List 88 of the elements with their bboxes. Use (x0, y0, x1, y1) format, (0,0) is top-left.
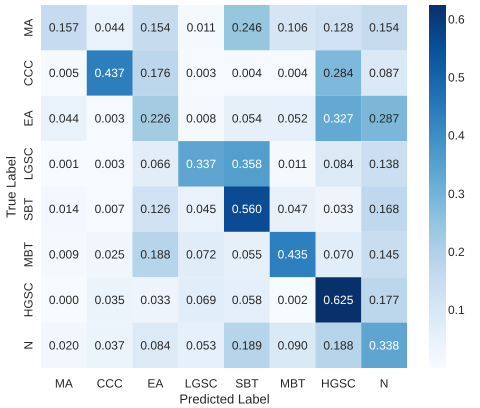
x-tick-label: LGSC (184, 376, 218, 390)
y-tick-label: MBT (22, 241, 36, 268)
data-label: 0.003 (186, 66, 216, 80)
x-tick-label: SBT (235, 376, 260, 390)
data-label: 0.168 (369, 202, 400, 216)
data-label: 0.052 (278, 111, 308, 126)
data-label: 0.154 (369, 20, 400, 35)
data-label: 0.138 (369, 156, 400, 171)
data-label: 0.005 (48, 66, 80, 80)
y-axis-title: True Label (4, 156, 18, 218)
data-label: 0.047 (278, 202, 308, 216)
data-label: 0.003 (94, 111, 125, 126)
data-label: 0.004 (278, 66, 308, 80)
data-label: 0.327 (323, 111, 354, 126)
x-axis-title: Predicted Label (179, 392, 270, 406)
y-tick-label: N (22, 340, 36, 350)
data-label: 0.066 (140, 156, 171, 171)
data-label: 0.087 (369, 66, 400, 80)
data-label: 0.001 (48, 156, 80, 171)
color-bar-label: 0.1 (448, 302, 466, 317)
x-tick-label: CCC (96, 376, 123, 390)
x-tick-label: MBT (280, 376, 306, 390)
data-label: 0.084 (323, 156, 354, 171)
color-bar-label: 0.2 (448, 244, 466, 259)
x-tick-label: EA (147, 376, 164, 390)
data-label: 0.004 (232, 66, 262, 80)
data-label: 0.072 (186, 248, 216, 262)
color-bar-label: 0.5 (448, 70, 466, 85)
data-label: 0.055 (232, 248, 262, 262)
data-label: 0.014 (48, 202, 80, 216)
data-label: 0.287 (369, 111, 400, 126)
data-label: 0.044 (48, 111, 80, 126)
data-label: 0.625 (323, 292, 354, 307)
data-label: 0.033 (140, 292, 171, 307)
data-label: 0.358 (232, 156, 262, 171)
y-tick-label: MA (22, 18, 36, 37)
data-label: 0.560 (232, 202, 262, 216)
data-label: 0.025 (94, 248, 125, 262)
data-label: 0.003 (94, 156, 125, 171)
x-tick-label: MA (54, 376, 73, 390)
data-label: 0.033 (323, 202, 354, 216)
data-label: 0.126 (140, 202, 171, 216)
color-bar-label: 0.3 (448, 186, 466, 201)
y-tick-label: EA (22, 110, 36, 126)
y-tick-label: SBT (22, 196, 36, 221)
data-label: 0.435 (278, 248, 308, 262)
data-label: 0.008 (186, 111, 216, 126)
data-label: 0.011 (278, 156, 308, 171)
color-bar-label: 0.4 (448, 128, 466, 143)
data-label: 0.011 (186, 20, 216, 35)
data-label: 0.002 (278, 292, 308, 307)
data-label: 0.090 (278, 338, 308, 352)
data-label: 0.070 (323, 248, 354, 262)
x-tick-label: N (380, 376, 388, 390)
data-label: 0.084 (140, 338, 171, 352)
data-label: 0.044 (94, 20, 125, 35)
data-label: 0.128 (323, 20, 354, 35)
data-label: 0.106 (278, 20, 308, 35)
color-bar-label: 0.6 (448, 12, 466, 27)
y-tick-label: CCC (22, 60, 36, 86)
data-label: 0.188 (140, 248, 171, 262)
data-label: 0.189 (232, 338, 262, 352)
data-label: 0.054 (232, 111, 262, 126)
data-label: 0.246 (232, 20, 262, 35)
data-label: 0.188 (323, 338, 354, 352)
data-label: 0.157 (48, 20, 80, 35)
data-label: 0.226 (140, 111, 171, 126)
data-label: 0.176 (140, 66, 171, 80)
x-tick-label: HGSC (321, 376, 356, 390)
data-label: 0.053 (186, 338, 216, 352)
data-label: 0.154 (140, 20, 171, 35)
data-label: 0.045 (186, 202, 216, 216)
data-label: 0.037 (94, 338, 125, 352)
data-label: 0.437 (94, 66, 125, 80)
y-tick-label: HGSC (22, 282, 36, 318)
data-label: 0.145 (369, 248, 400, 262)
data-label: 0.338 (369, 338, 400, 352)
data-label: 0.284 (323, 66, 354, 80)
data-label: 0.058 (232, 292, 262, 307)
data-label: 0.007 (94, 202, 125, 216)
data-label: 0.337 (186, 156, 216, 171)
data-label: 0.035 (94, 292, 125, 307)
data-label: 0.069 (186, 292, 216, 307)
data-label: 0.020 (48, 338, 80, 352)
data-label: 0.177 (369, 292, 400, 307)
y-tick-label: LGSC (22, 147, 36, 180)
data-label: 0.009 (48, 248, 80, 262)
data-label: 0.000 (48, 292, 80, 307)
